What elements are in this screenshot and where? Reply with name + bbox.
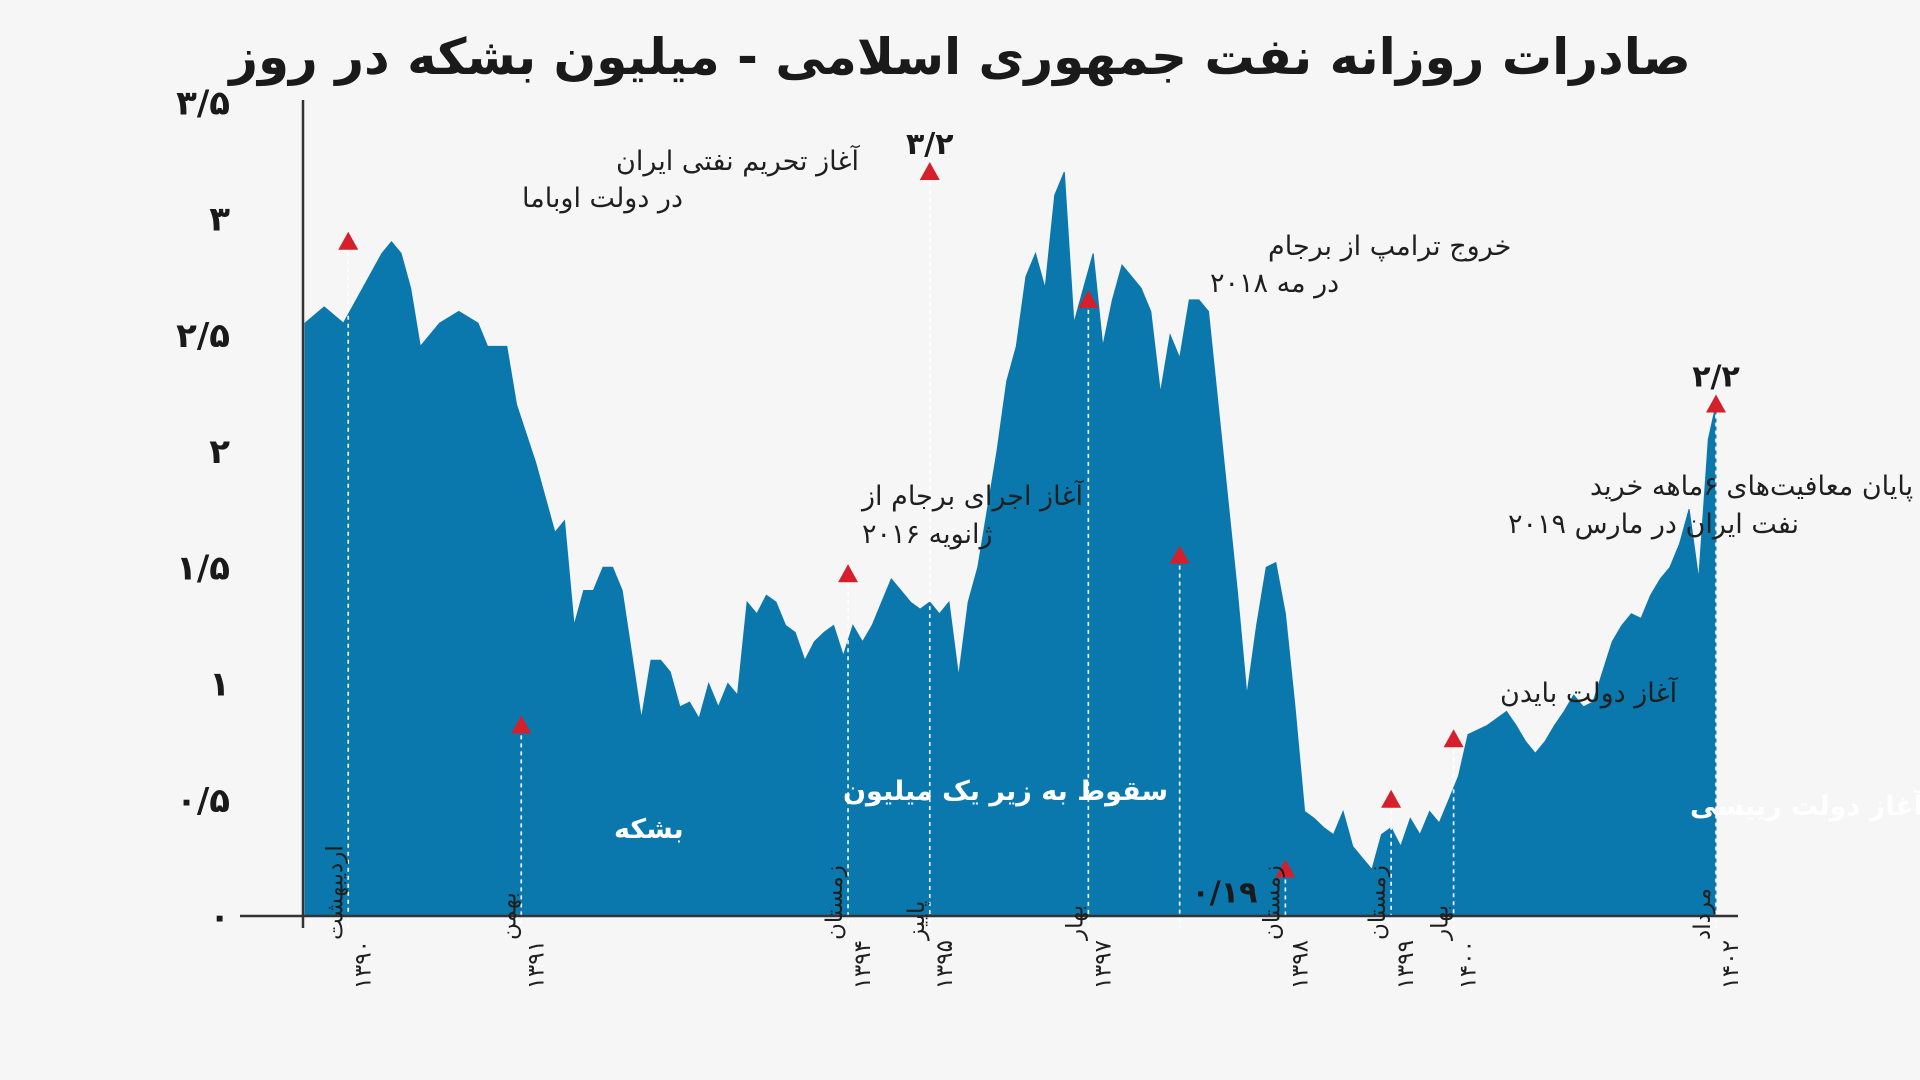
area-layer <box>304 171 1717 917</box>
x-label-line1: بهار <box>1428 905 1454 941</box>
y-tick-label: ۲ <box>209 432 230 472</box>
x-label-line1: زمستان <box>822 865 848 940</box>
y-tick-label: ۳/۵ <box>176 83 230 123</box>
x-label-line1: پاییز <box>904 901 930 941</box>
value-label: ۲/۲ <box>1692 360 1740 395</box>
y-tick-label: ۲/۵ <box>176 316 230 356</box>
event-marker <box>1169 545 1190 564</box>
export-area <box>304 171 1717 917</box>
value-label: ۳/۲ <box>906 127 954 162</box>
value-labels: ۳/۲ ۰/۱۹ ۲/۲ <box>906 127 1740 911</box>
annotation-trump-exit-line1: خروج ترامپ از برجام <box>1268 231 1511 262</box>
x-label-line1: مرداد <box>1690 888 1716 940</box>
drop-lines <box>347 182 1717 928</box>
event-marker <box>838 564 859 583</box>
event-marker <box>1706 394 1726 413</box>
annotation-below-million-line2: بشکه <box>614 814 684 845</box>
x-label-line2: ۱۳۹۴ <box>850 940 876 989</box>
x-label-line2: ۱۴۰۲ <box>1718 940 1744 989</box>
annotation-below-million-line1: سقوط به زیر یک میلیون <box>843 776 1168 807</box>
annotation-obama-line2: در دولت اوباما <box>522 183 683 214</box>
x-label-line2: ۱۳۹۷ <box>1090 940 1116 989</box>
x-label-line2: ۱۳۹۸ <box>1287 940 1313 989</box>
annotation-waivers-end-line1: پایان معافیت‌های ۶ماهه خرید <box>1590 471 1913 502</box>
value-label: ۰/۱۹ <box>1192 876 1258 911</box>
y-tick-label: ۰/۵ <box>176 781 230 821</box>
event-markers <box>338 162 1726 878</box>
event-marker <box>511 715 532 734</box>
annotations: آغاز تحریم نفتی ایران در دولت اوباما سقو… <box>522 145 1920 845</box>
y-tick-label: ۳ <box>209 200 230 240</box>
event-marker <box>919 162 940 180</box>
x-label-line2: ۱۴۰۰ <box>1456 940 1482 989</box>
event-marker <box>1078 289 1099 308</box>
x-label-line2: ۱۳۹۱ <box>523 940 549 989</box>
annotation-jcpoa-line2: ژانویه ۲۰۱۶ <box>862 519 993 550</box>
event-marker <box>1381 789 1402 808</box>
annotation-raisi: آغاز دولت رییسی <box>1690 789 1920 822</box>
y-ticks: ۰ ۰/۵ ۱ ۱/۵ ۲ ۲/۵ ۳ ۳/۵ <box>176 83 230 937</box>
x-label-line1: زمستان <box>1259 865 1285 940</box>
x-label-line1: بهار <box>1062 905 1088 941</box>
annotation-biden: آغاز دولت بایدن <box>1500 677 1679 709</box>
x-label-line1: اردیبهشت <box>322 845 348 940</box>
x-labels: اردیبهشت۱۳۹۰بهمن۱۳۹۱زمستان۱۳۹۴پاییز۱۳۹۵ب… <box>322 845 1744 989</box>
annotation-jcpoa-line1: آغاز اجرای برجام از <box>860 480 1084 512</box>
event-marker <box>1275 859 1296 878</box>
axes <box>240 100 1738 928</box>
event-marker <box>338 231 359 250</box>
event-marker <box>1443 729 1464 748</box>
x-label-line2: ۱۳۹۵ <box>932 940 958 989</box>
chart-title: صادرات روزانه نفت جمهوری اسلامی - میلیون… <box>229 28 1691 86</box>
annotation-trump-exit-line2: در مه ۲۰۱۸ <box>1210 268 1339 299</box>
x-label-line2: ۱۳۹۰ <box>350 940 376 989</box>
x-label-line2: ۱۳۹۹ <box>1393 940 1419 989</box>
annotation-waivers-end-line2: نفت ایران در مارس ۲۰۱۹ <box>1508 509 1799 540</box>
y-tick-label: ۰ <box>209 897 230 937</box>
y-tick-label: ۱ <box>209 665 230 705</box>
x-label-line1: بهمن <box>495 892 521 940</box>
x-label-line1: زمستان <box>1365 865 1391 940</box>
y-tick-label: ۱/۵ <box>176 548 230 588</box>
annotation-obama-line1: آغاز تحریم نفتی ایران <box>616 145 861 177</box>
